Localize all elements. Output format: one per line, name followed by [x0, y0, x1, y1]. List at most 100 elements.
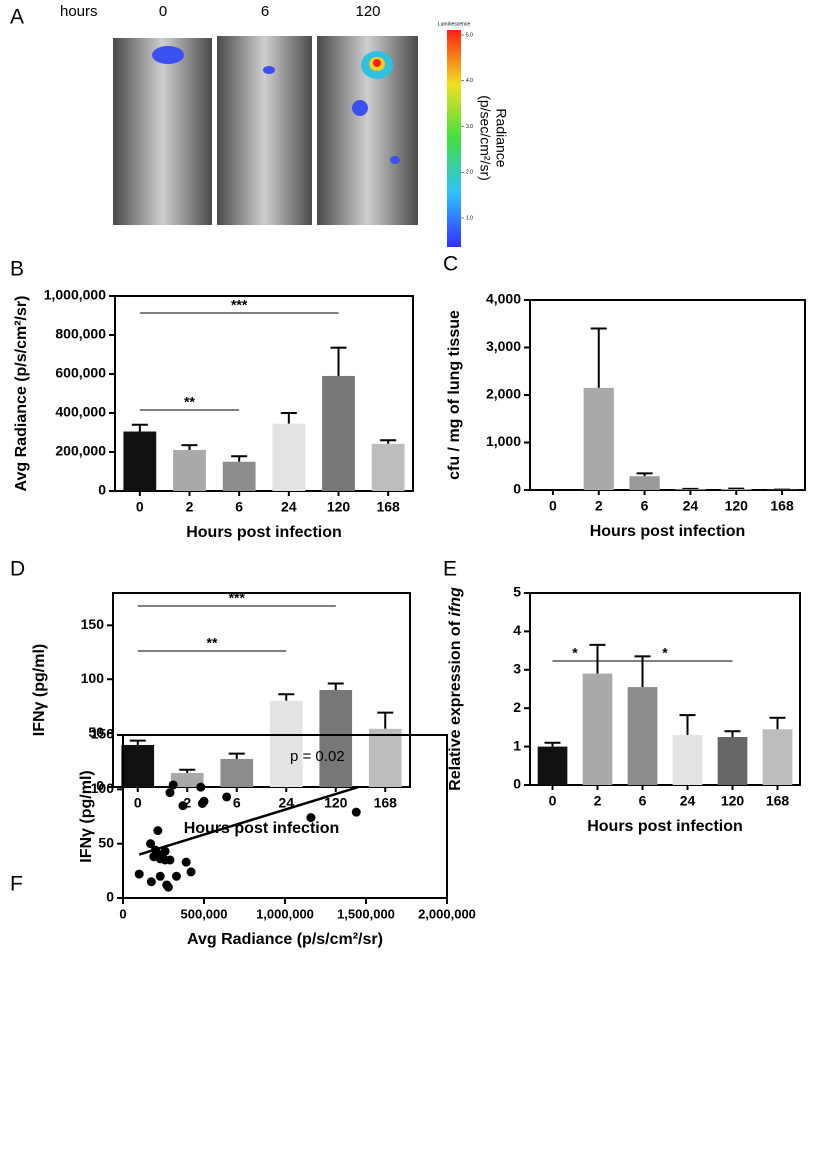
- x-tick-label: 2,000,000: [418, 906, 476, 921]
- colorbar-tick-label: 1.0: [466, 215, 473, 221]
- panel-label: D: [10, 558, 25, 581]
- significance-label: *: [572, 645, 578, 661]
- bar: [673, 735, 703, 785]
- significance-label: **: [207, 635, 218, 651]
- bar: [629, 476, 659, 490]
- y-tick-label: 3: [513, 661, 521, 677]
- x-axis-label: Hours post infection: [186, 524, 342, 541]
- x-tick-label: 1,000,000: [256, 906, 314, 921]
- y-tick-label: 5: [513, 584, 521, 600]
- point: [222, 792, 231, 801]
- point: [153, 826, 162, 835]
- annotation: p = 0.02: [290, 748, 345, 765]
- bar: [272, 424, 305, 491]
- bar: [583, 674, 613, 785]
- y-tick-label: 0: [513, 481, 521, 497]
- point: [306, 813, 315, 822]
- timepoint-label: 120: [355, 3, 380, 20]
- x-tick-label: 0: [549, 498, 557, 514]
- x-tick-label: 6: [639, 793, 647, 809]
- y-tick-label: 3,000: [486, 338, 521, 354]
- bar: [628, 687, 658, 785]
- bar: [763, 729, 793, 785]
- y-axis-label: IFNγ (pg/ml): [78, 770, 95, 862]
- y-tick-label: 4: [513, 622, 521, 638]
- x-tick-label: 6: [641, 498, 649, 514]
- colorbar-name: Luminescence: [438, 21, 470, 27]
- bar: [270, 701, 303, 787]
- bar: [322, 376, 355, 491]
- x-axis-label: Hours post infection: [587, 818, 743, 835]
- point: [165, 855, 174, 864]
- signal-blob: [263, 66, 275, 74]
- colorbar-tick-label: 3.0: [466, 124, 473, 130]
- bar: [721, 489, 751, 490]
- bar: [220, 759, 253, 787]
- panel-a: A hours 0 6 120 Luminescence Radiance (p…: [10, 3, 509, 247]
- x-tick-label: 500,000: [181, 906, 228, 921]
- x-tick-label: 2: [594, 793, 602, 809]
- significance-label: ***: [229, 590, 246, 606]
- panel-label: C: [443, 253, 458, 276]
- plot-frame: [113, 593, 410, 787]
- bar: [538, 747, 568, 785]
- point: [156, 854, 165, 863]
- x-tick-label: 2: [595, 498, 603, 514]
- x-tick-label: 120: [327, 499, 351, 515]
- plot-frame: [115, 296, 413, 491]
- hours-label: hours: [60, 3, 98, 20]
- point: [156, 872, 165, 881]
- bar: [223, 462, 256, 491]
- y-axis-label: IFNγ (pg/ml): [31, 644, 48, 736]
- y-tick-label: 400,000: [55, 404, 106, 420]
- y-tick-label: 200,000: [55, 443, 106, 459]
- bar: [372, 444, 405, 491]
- y-axis-label-part: Relative expression of: [447, 617, 464, 791]
- bar: [584, 388, 614, 490]
- y-tick-label: 4,000: [486, 291, 521, 307]
- y-tick-label: 2: [513, 699, 521, 715]
- y-tick-label: 150: [91, 726, 115, 742]
- x-tick-label: 24: [680, 793, 696, 809]
- signal-blob: [352, 100, 368, 116]
- x-tick-label: 0: [136, 499, 144, 515]
- y-axis-label: cfu / mg of lung tissue: [446, 310, 463, 480]
- y-tick-label: 600,000: [55, 365, 106, 381]
- colorbar-tick-label: 2.0: [466, 170, 473, 176]
- x-tick-label: 168: [376, 499, 400, 515]
- x-tick-label: 6: [235, 499, 243, 515]
- x-tick-label: 24: [281, 499, 297, 515]
- y-axis-label-part: ifng: [447, 587, 464, 617]
- panel-label: A: [10, 6, 24, 29]
- point: [135, 870, 144, 879]
- timepoint-label: 6: [261, 3, 269, 20]
- point: [200, 797, 209, 806]
- colorbar: [447, 30, 461, 247]
- panel: B0200,000400,000600,000800,0001,000,000A…: [10, 258, 413, 542]
- bar: [121, 745, 154, 787]
- point: [187, 867, 196, 876]
- colorbar-tick-label: 4.0: [466, 78, 473, 84]
- x-tick-label: 24: [683, 498, 699, 514]
- bar: [718, 737, 748, 785]
- y-tick-label: 0: [106, 889, 114, 905]
- point: [172, 872, 181, 881]
- x-axis-label: Avg Radiance (p/s/cm²/sr): [187, 931, 383, 948]
- x-tick-label: 168: [766, 793, 790, 809]
- x-tick-label: 168: [374, 795, 398, 811]
- point: [164, 883, 173, 892]
- signal-blob: [373, 59, 381, 67]
- point: [182, 858, 191, 867]
- x-tick-label: 168: [770, 498, 794, 514]
- y-tick-label: 0: [513, 776, 521, 792]
- x-tick-label: 0: [549, 793, 557, 809]
- x-axis-label: Hours post infection: [590, 523, 746, 540]
- colorbar-title: Radiance: [493, 108, 509, 167]
- x-tick-label: 120: [721, 793, 745, 809]
- x-tick-label: 0: [119, 906, 126, 921]
- panel-label: E: [443, 558, 457, 581]
